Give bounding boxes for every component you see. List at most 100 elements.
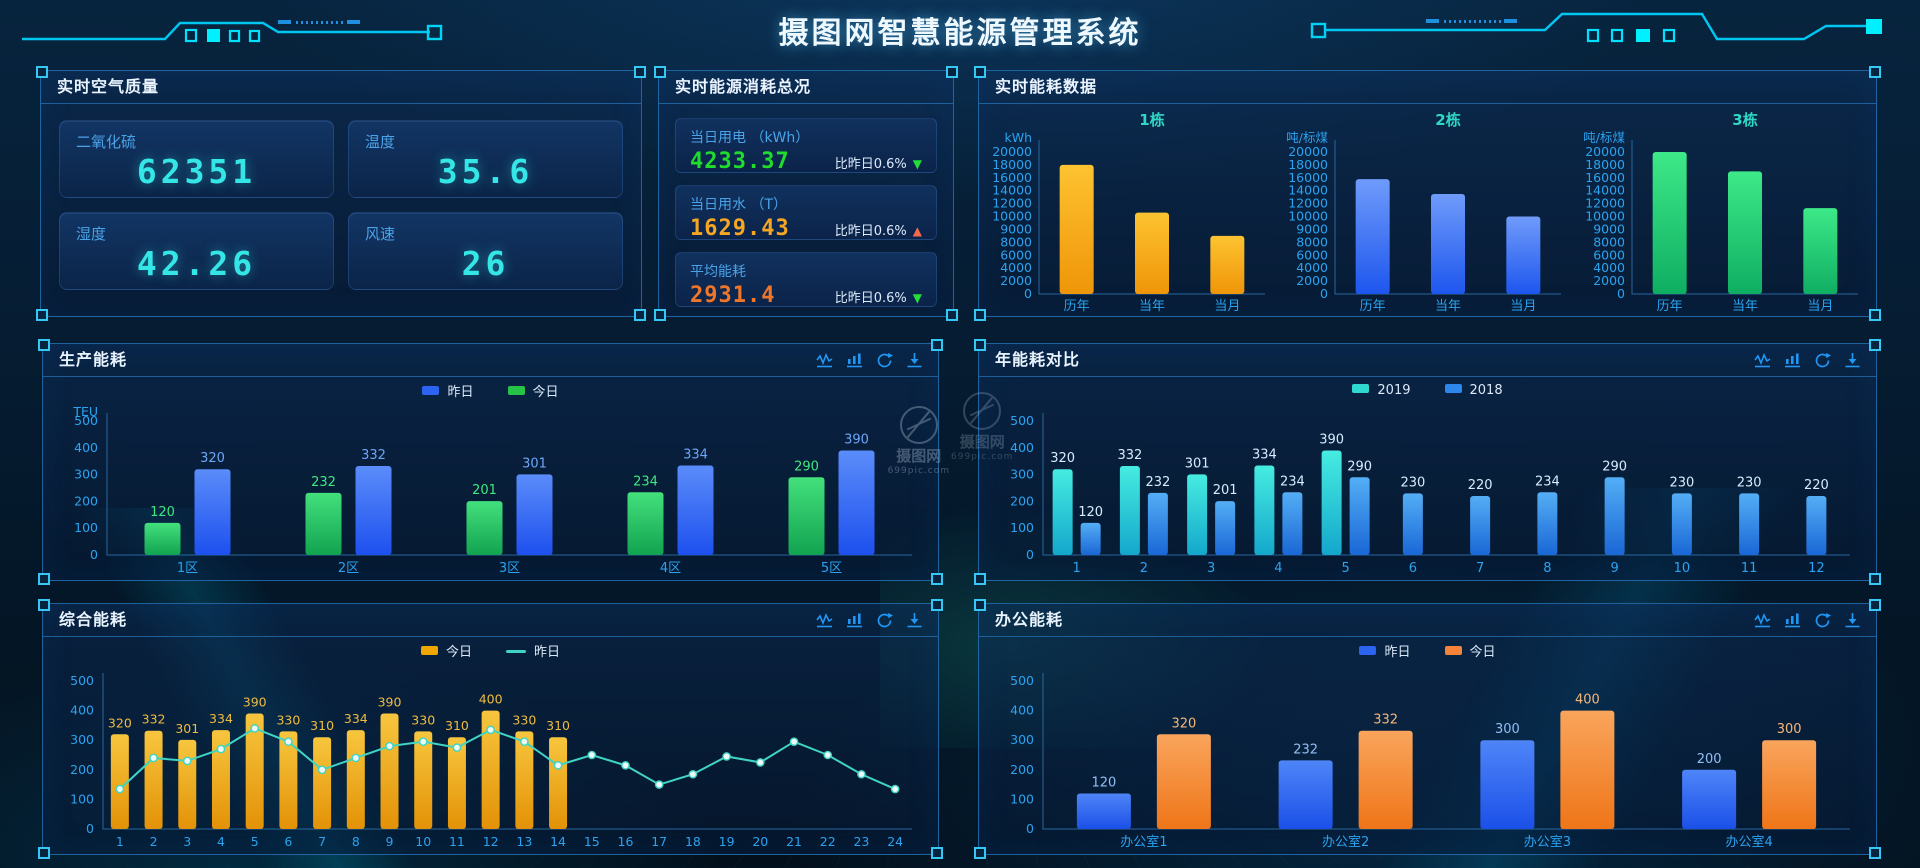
legend-item[interactable]: 昨日 [1359,641,1411,660]
svg-text:310: 310 [546,718,570,733]
svg-text:334: 334 [683,447,708,462]
legend-swatch [507,385,525,395]
legend-item[interactable]: 2018 [1444,383,1503,398]
metric-value: 4233.37 [690,149,790,174]
svg-text:201: 201 [472,483,497,498]
legend-item[interactable]: 今日 [420,641,472,660]
svg-text:332: 332 [1117,448,1142,463]
svg-text:当年: 当年 [1435,299,1461,314]
svg-text:320: 320 [108,715,132,730]
svg-text:2: 2 [1140,561,1148,576]
legend-swatch [422,385,440,395]
panel-title: 实时空气质量 [57,77,160,96]
svg-text:20000: 20000 [1289,144,1329,159]
svg-text:334: 334 [209,711,233,726]
svg-text:0: 0 [1024,286,1032,301]
legend-swatch [506,649,526,653]
office-energy-chart: 0 100 200 300 400 500 120 320 办公室1 232 332 办公室2 300 4… [979,663,1876,857]
metric-label: 温度 [365,133,396,151]
download-icon[interactable] [906,352,924,369]
comprehensive-energy-chart: 0 100 200 300 400 500 320 1 332 2 301 3 334 4 390 5 330 6… [43,663,938,857]
svg-text:300: 300 [1010,467,1034,482]
svg-text:15: 15 [584,834,600,849]
mini-bar-chart: 0200040006000800090001000012000140001600… [1287,111,1562,314]
refresh-icon[interactable] [1814,612,1832,629]
legend-swatch [420,645,438,655]
annual-comparison-chart: 0 100 200 300 400 500 320 120 1 332 232 2 301 201 3 334… [979,403,1876,583]
trend-down-icon: ▼ [912,157,922,171]
svg-text:12: 12 [483,834,499,849]
svg-text:2栋: 2栋 [1436,111,1461,129]
metric-label: 风速 [365,225,396,243]
svg-text:232: 232 [1293,742,1318,757]
page-title: 摄图网智慧能源管理系统 [778,16,1142,51]
line-chart-icon[interactable] [816,352,834,369]
bar-chart-icon[interactable] [1784,612,1802,629]
legend-item[interactable]: 今日 [507,381,559,400]
legend-item[interactable]: 昨日 [506,641,560,660]
svg-text:232: 232 [311,475,336,490]
panel-office-energy: 办公能耗 昨日 今日 0 100 200 300 400 500 120 320 办公室1 232 33… [974,599,1881,859]
panel-energy-summary: 实时能源消耗总况 当日用电 （kWh） 4233.37 比昨日0.6% ▼ 当日用水… [654,66,958,321]
svg-text:16000: 16000 [1289,170,1329,185]
svg-text:2000: 2000 [1000,273,1032,288]
svg-text:9: 9 [1610,561,1618,576]
production-chart: 0 100 200 300 400 500 TEU 120 320 1区 232 332 2区 201 30… [43,403,938,583]
comparison-text: 比昨日0.6% ▼ [834,291,922,306]
svg-text:330: 330 [411,712,435,727]
legend-item[interactable]: 今日 [1444,641,1496,660]
svg-text:120: 120 [1078,505,1103,520]
chart-legend: 昨日 今日 [979,637,1876,663]
line-chart-icon[interactable] [1754,352,1772,369]
panel-comprehensive-energy: 综合能耗 今日 昨日 0 100 200 300 400 500 320 1 332 2 301 3 334… [38,599,943,859]
refresh-icon[interactable] [1814,352,1832,369]
svg-text:11: 11 [1741,561,1758,576]
metric-label: 当日用水 （T） [690,197,788,213]
svg-text:3栋: 3栋 [1732,111,1757,129]
header-deco-left [22,20,443,43]
svg-text:332: 332 [142,712,166,727]
svg-text:230: 230 [1737,475,1762,490]
legend-item[interactable]: 2019 [1352,383,1411,398]
svg-text:23: 23 [853,834,869,849]
svg-text:9000: 9000 [1297,221,1329,236]
svg-text:7: 7 [318,834,326,849]
line-chart-icon[interactable] [1754,612,1772,629]
svg-text:10: 10 [415,834,431,849]
bar-chart-icon[interactable] [846,352,864,369]
bar-chart-icon[interactable] [846,612,864,629]
mini-bar-chart: 0200040006000800090001000012000140001600… [1583,111,1858,314]
refresh-icon[interactable] [876,352,894,369]
legend-item[interactable]: 昨日 [422,381,474,400]
svg-text:390: 390 [1319,432,1344,447]
legend-swatch [1444,645,1462,655]
trend-up-icon: ▲ [912,224,922,238]
bar-chart-icon[interactable] [1784,352,1802,369]
line-chart-icon[interactable] [816,612,834,629]
svg-text:500: 500 [74,413,98,428]
refresh-icon[interactable] [876,612,894,629]
svg-text:100: 100 [1010,520,1034,535]
svg-text:办公室1: 办公室1 [1120,834,1167,850]
download-icon[interactable] [906,612,924,629]
download-icon[interactable] [1844,612,1862,629]
air-quality-cards: 二氧化硫 62351 温度 35.6 湿度 42.26 风速 26 [41,104,641,306]
svg-text:历年: 历年 [1064,299,1090,314]
svg-text:18: 18 [685,834,701,849]
svg-text:400: 400 [70,703,94,718]
svg-text:22: 22 [820,834,836,849]
download-icon[interactable] [1844,352,1862,369]
trend-down-icon: ▼ [912,291,922,305]
svg-text:290: 290 [794,459,819,474]
svg-text:301: 301 [522,456,547,471]
svg-text:4: 4 [217,834,225,849]
header: 摄图网智慧能源管理系统 [0,0,1920,56]
svg-text:300: 300 [1777,722,1802,737]
svg-text:9000: 9000 [1000,221,1032,236]
svg-text:12000: 12000 [1585,196,1625,211]
svg-text:5区: 5区 [821,561,842,576]
svg-text:办公室4: 办公室4 [1725,834,1772,850]
svg-text:220: 220 [1468,478,1493,493]
svg-text:1栋: 1栋 [1139,111,1164,129]
